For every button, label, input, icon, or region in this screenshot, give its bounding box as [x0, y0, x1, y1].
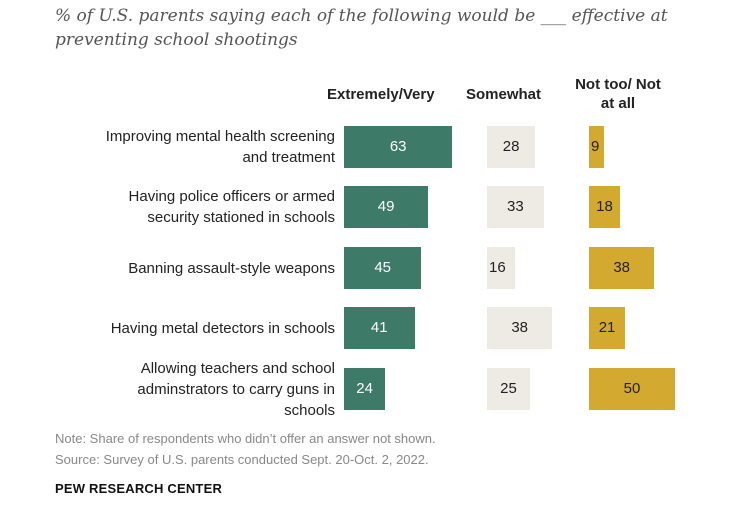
row-label: Having metal detectors in schools: [110, 319, 335, 337]
bar-value-label: 45: [374, 259, 392, 276]
bar-value-label: 9: [591, 138, 600, 155]
bar-value-label: 50: [623, 380, 641, 397]
bar-value-label: 41: [370, 319, 388, 336]
bar-1: [344, 307, 415, 349]
bar-1: [344, 368, 386, 410]
brand-name: PEW RESEARCH CENTER: [55, 481, 223, 496]
bar-value-label: 24: [356, 380, 373, 397]
column-header-2: Somewhat: [466, 86, 542, 103]
bar-value-label: 38: [511, 319, 529, 336]
chart-subtitle: % of U.S. parents saying each of the fol…: [55, 6, 668, 50]
row-label: Having police officers or armed security…: [128, 188, 335, 226]
bar-value-label: 28: [502, 138, 520, 155]
bar-3: [589, 368, 675, 410]
bar-value-label: 16: [489, 259, 506, 276]
bar-value-label: 63: [389, 138, 407, 155]
column-header-1: Extremely/Very: [327, 86, 435, 103]
bar-value-label: 49: [377, 198, 395, 215]
bar-2: [487, 247, 515, 289]
bar-value-label: 18: [596, 198, 613, 215]
bar-2: [487, 368, 530, 410]
bar-value-label: 21: [598, 319, 616, 336]
bar-value-label: 38: [613, 259, 631, 276]
bar-3: [589, 247, 655, 289]
chart-note: Note: Share of respondents who didn’t of…: [55, 431, 436, 446]
bar-2: [487, 126, 536, 168]
bar-2: [487, 307, 553, 349]
bar-1: [344, 247, 422, 289]
row-label: Improving mental health screening and tr…: [105, 128, 335, 166]
chart-source: Source: Survey of U.S. parents conducted…: [55, 452, 429, 467]
bar-value-label: 25: [500, 380, 517, 397]
bar-3: [589, 186, 620, 228]
column-header-3: Not too/ Not at all: [575, 76, 661, 112]
row-label: Banning assault-style weapons: [128, 259, 335, 277]
row-label: Allowing teachers and school adminstrato…: [137, 359, 335, 419]
bar-3: [589, 307, 626, 349]
bar-2: [487, 186, 544, 228]
bar-1: [344, 126, 453, 168]
bar-value-label: 33: [507, 198, 524, 215]
bar-1: [344, 186, 429, 228]
bar-3: [589, 126, 605, 168]
